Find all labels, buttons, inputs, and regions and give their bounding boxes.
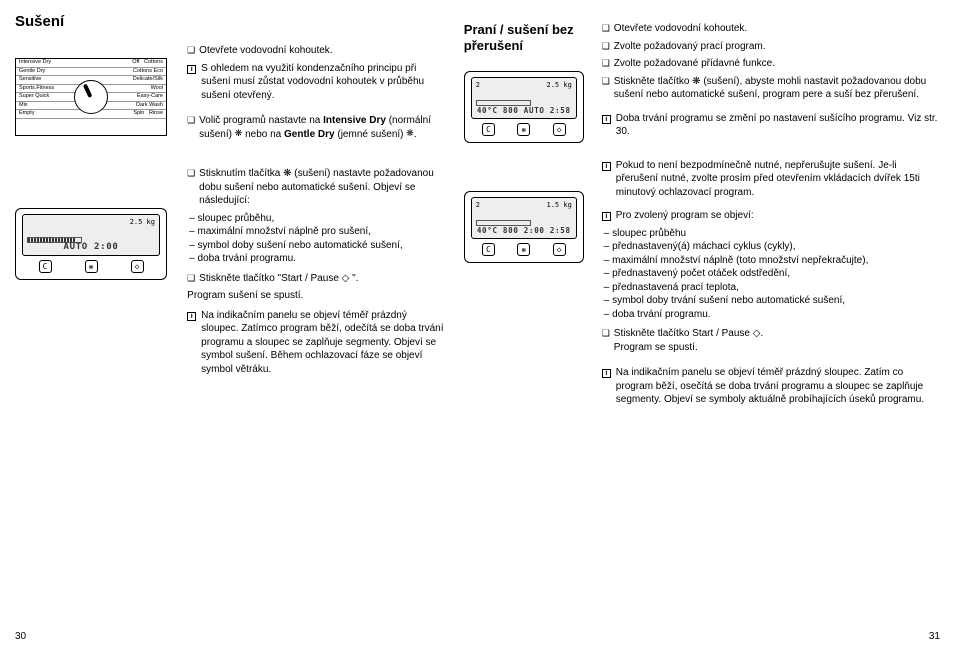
wash-dry-text-column: ❑Otevřete vodovodní kohoutek. ❑Zvolte po…: [602, 12, 940, 607]
wash-dry-display-list: sloupec průběhu přednastavený(á) máchací…: [604, 227, 940, 322]
lcd3-btn-c: C: [482, 243, 495, 256]
select-wash-program: Zvolte požadovaný prací program.: [614, 40, 940, 54]
display-shows-note: Pro zvolený program se objeví:: [616, 209, 940, 223]
open-tap-1: Otevřete vodovodní kohoutek.: [199, 44, 446, 58]
indicator-note-1: Na indikačním panelu se objeví téměř prá…: [201, 309, 446, 377]
program-starts-1: Program sušení se spustí.: [187, 289, 446, 303]
dial-knob: [74, 80, 108, 114]
page-number-left: 30: [15, 630, 26, 644]
lcd1-btn-sun: ❋: [85, 260, 98, 273]
drying-text-column: ❑Otevřete vodovodní kohoutek. iS ohledem…: [187, 12, 446, 607]
duration-change-note: Doba trvání programu se změní po nastave…: [616, 112, 940, 139]
lcd-panel-3: 21.5 kg 40°C 800 2:00 2:58 C ❋ ◇: [464, 191, 584, 263]
page-number-right: 31: [929, 630, 940, 644]
middle-graphics-column: Praní / sušení bez přerušení 22.5 kg 40°…: [464, 12, 584, 607]
lcd2-btn-sun: ❋: [517, 123, 530, 136]
press-start-2: Stiskněte tlačítko Start / Pause ◇. Prog…: [614, 327, 940, 354]
lcd3-btn-start: ◇: [553, 243, 566, 256]
lcd3-btn-sun: ❋: [517, 243, 530, 256]
left-graphics-column: Sušení Intensive DryOff Cottons Gentle D…: [15, 12, 169, 607]
dry-display-list: sloupec průběhu, maximální množství nápl…: [189, 212, 446, 266]
program-dial-panel: Intensive DryOff Cottons Gentle DryCotto…: [15, 58, 167, 136]
set-program-dial: Volič programů nastavte na Intensive Dry…: [199, 114, 446, 141]
lcd1-btn-start: ◇: [131, 260, 144, 273]
lcd2-btn-c: C: [482, 123, 495, 136]
heading-drying: Sušení: [15, 12, 169, 32]
lcd-panel-2: 22.5 kg 40°C 800 AUTO 2:58 C ❋ ◇: [464, 71, 584, 143]
heading-wash-dry: Praní / sušení bez přerušení: [464, 22, 584, 53]
lcd2-btn-start: ◇: [553, 123, 566, 136]
lcd-panel-1: 2.5 kg AUTO 2:00 C ❋ ◇: [15, 208, 167, 280]
open-tap-2: Otevřete vodovodní kohoutek.: [614, 22, 940, 36]
select-extra-functions: Zvolte požadované přídavné funkce.: [614, 57, 940, 71]
condensation-note: S ohledem na využití kondenzačního princ…: [201, 62, 446, 103]
lcd1-btn-c: C: [39, 260, 52, 273]
indicator-note-2: Na indikačním panelu se objeví téměř prá…: [616, 366, 940, 407]
press-start-1: Stiskněte tlačítko "Start / Pause ◇ ".: [199, 272, 446, 286]
press-dry-continuous: Stiskněte tlačítko ❋ (sušení), abyste mo…: [614, 75, 940, 102]
press-dry-button: Stisknutím tlačítka ❋ (sušení) nastavte …: [199, 167, 446, 208]
do-not-interrupt-note: Pokud to není bezpodmínečně nutné, nepře…: [616, 159, 940, 200]
